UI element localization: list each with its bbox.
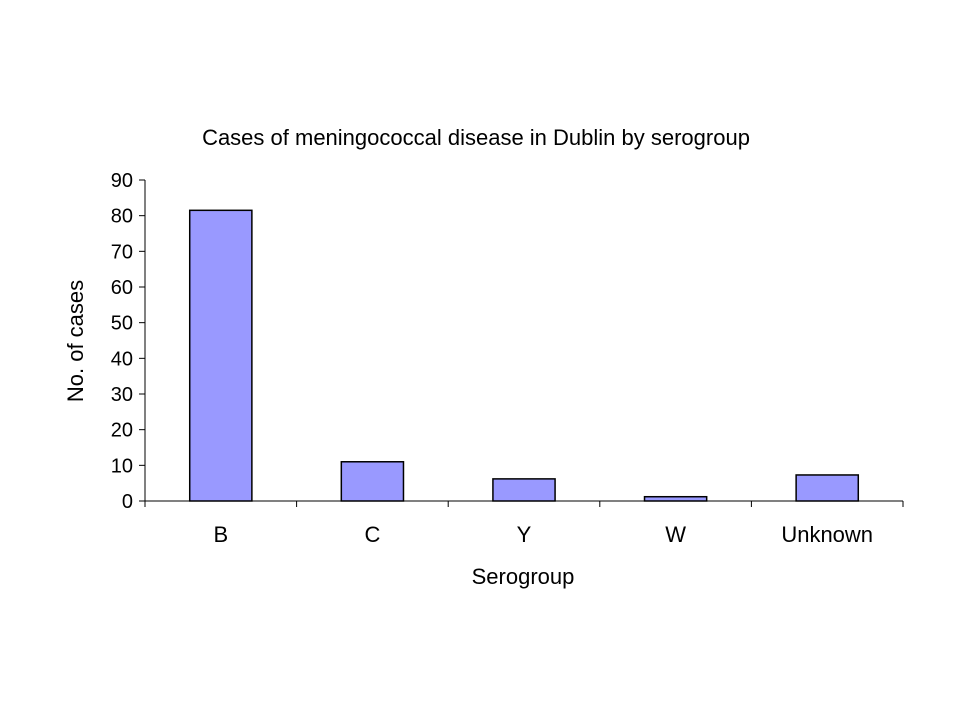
y-tick-label: 10 <box>111 455 133 477</box>
y-axis-title: No. of cases <box>63 280 88 402</box>
y-tick-label: 20 <box>111 420 133 442</box>
bar-w <box>643 495 708 502</box>
x-category-label: C <box>364 522 380 547</box>
x-category-label: B <box>213 522 228 547</box>
x-axis-title: Serogroup <box>472 564 575 589</box>
y-tick-label: 80 <box>111 206 133 228</box>
x-category-label: W <box>665 522 686 547</box>
y-tick-label: 70 <box>111 241 133 263</box>
y-tick-label: 50 <box>111 313 133 335</box>
y-tick-label: 0 <box>122 491 133 513</box>
chart-title: Cases of meningococcal disease in Dublin… <box>202 125 750 150</box>
y-tick-label: 40 <box>111 348 133 370</box>
y-tick-label: 90 <box>111 170 133 192</box>
x-category-label: Unknown <box>781 522 873 547</box>
bar-c <box>340 461 405 502</box>
y-tick-label: 30 <box>111 384 133 406</box>
bar-unknown <box>795 474 860 502</box>
x-category-label: Y <box>517 522 532 547</box>
plot-area: 0 10 20 30 40 50 60 70 80 90 B C Y W Unknown <box>111 170 904 547</box>
y-tick-label: 60 <box>111 277 133 299</box>
bar-b <box>188 209 253 502</box>
bar-y <box>492 478 556 502</box>
